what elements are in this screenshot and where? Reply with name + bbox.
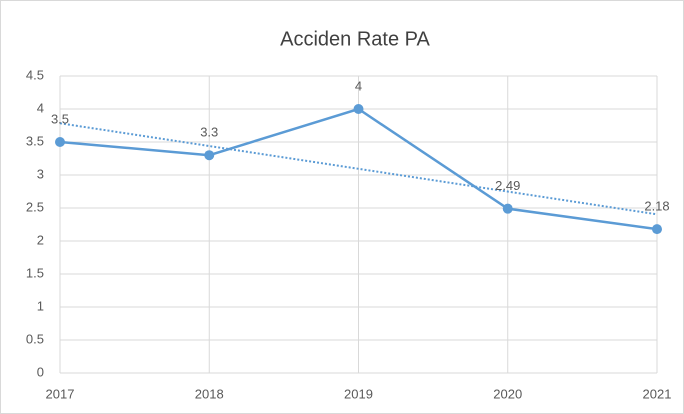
data-label: 4 bbox=[355, 78, 362, 93]
marker bbox=[502, 203, 513, 214]
trendline bbox=[59, 122, 658, 216]
y-tick-label: 3 bbox=[37, 166, 44, 181]
chart-title: Acciden Rate PA bbox=[280, 28, 430, 50]
x-tick-label: 2020 bbox=[493, 386, 522, 401]
x-tick-label: 2021 bbox=[643, 386, 672, 401]
data-label: 3.5 bbox=[51, 111, 69, 126]
y-tick-label: 1 bbox=[37, 298, 44, 313]
data-label: 2.49 bbox=[495, 178, 520, 193]
y-tick-label: 4 bbox=[37, 100, 44, 115]
x-tick-label: 2017 bbox=[46, 386, 75, 401]
data-label: 3.3 bbox=[200, 125, 218, 140]
y-tick-label: 4.5 bbox=[26, 67, 44, 82]
y-tick-label: 3.5 bbox=[26, 133, 44, 148]
y-tick-label: 2 bbox=[37, 232, 44, 247]
data-label: 2.18 bbox=[644, 199, 669, 214]
y-tick-label: 0 bbox=[37, 364, 44, 379]
marker bbox=[204, 150, 215, 161]
marker bbox=[55, 137, 65, 147]
marker bbox=[353, 104, 364, 114]
y-tick-label: 0.5 bbox=[26, 331, 44, 346]
x-tick-label: 2019 bbox=[344, 386, 373, 401]
y-tick-label: 1.5 bbox=[26, 265, 44, 280]
x-tick-label: 2018 bbox=[195, 386, 224, 401]
marker bbox=[652, 224, 662, 235]
y-tick-label: 2.5 bbox=[26, 199, 44, 214]
